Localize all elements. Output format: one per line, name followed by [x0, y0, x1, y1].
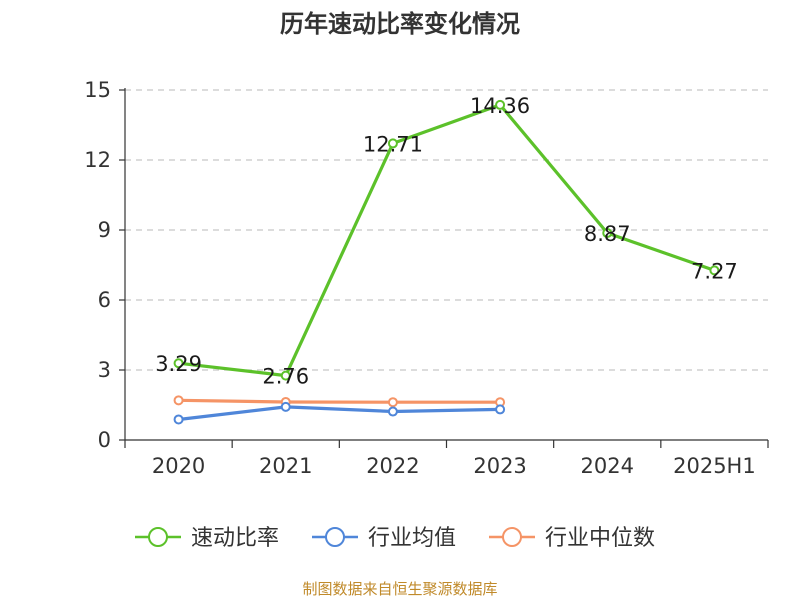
data-label-速动比率-2024: 8.87	[584, 222, 631, 246]
x-tick-label-2022: 2022	[366, 454, 419, 478]
y-tick-label-9: 9	[98, 218, 111, 242]
y-tick-label-3: 3	[98, 358, 111, 382]
x-tick-label-2024: 2024	[581, 454, 634, 478]
point-速动比率-2023	[495, 99, 506, 110]
x-tick-label-2025H1: 2025H1	[673, 454, 756, 478]
point-行业均值-2022	[387, 406, 398, 417]
x-tick-label-2021: 2021	[259, 454, 312, 478]
point-行业中位数-2020	[173, 395, 184, 406]
data-label-速动比率-2023: 14.36	[470, 94, 530, 118]
series-line-行业中位数	[178, 398, 501, 404]
point-行业均值-2021	[280, 401, 291, 412]
grid-lines	[125, 89, 768, 371]
data-label-速动比率-2020: 3.29	[155, 352, 202, 376]
data-label-速动比率-2025H1: 7.27	[691, 259, 738, 283]
data-labels: 3.29 2.76 12.71 14.36 8.87 7.27	[155, 94, 738, 389]
data-label-速动比率-2022: 12.71	[363, 132, 423, 156]
legend-label-速动比率: 速动比率	[191, 526, 279, 551]
legend-label-行业中位数: 行业中位数	[545, 526, 655, 551]
point-速动比率-2020	[173, 358, 184, 369]
y-tick-label-12: 12	[84, 148, 111, 172]
y-tick-label-15: 15	[84, 78, 111, 102]
legend: 速动比率 行业均值 行业中位数	[135, 526, 655, 551]
series-line-速动比率	[178, 103, 715, 378]
y-tick-label-6: 6	[98, 288, 111, 312]
series-layer	[173, 99, 720, 425]
axes: 0 3 6 9 12 15 2020 2021 2022 2023 2024 2025H1	[84, 78, 769, 478]
point-速动比率-2024	[602, 228, 613, 239]
point-行业中位数-2022	[387, 397, 398, 408]
x-tick-label-2020: 2020	[152, 454, 205, 478]
legend-marker-速动比率	[148, 527, 168, 547]
point-速动比率-2022	[387, 138, 398, 149]
point-行业均值-2020	[173, 414, 184, 425]
chart-title: 历年速动比率变化情况	[280, 10, 520, 38]
data-label-速动比率-2021: 2.76	[262, 365, 309, 389]
source-caption: 制图数据来自恒生聚源数据库	[302, 580, 497, 598]
point-速动比率-2025H1	[709, 265, 720, 276]
legend-marker-行业均值	[325, 527, 345, 547]
legend-label-行业均值: 行业均值	[368, 526, 456, 551]
series-line-行业均值	[178, 405, 501, 422]
point-行业均值-2023	[495, 404, 506, 415]
point-速动比率-2021	[280, 370, 291, 381]
y-tick-label-0: 0	[98, 428, 111, 452]
legend-marker-行业中位数	[502, 527, 522, 547]
x-tick-label-2023: 2023	[473, 454, 526, 478]
